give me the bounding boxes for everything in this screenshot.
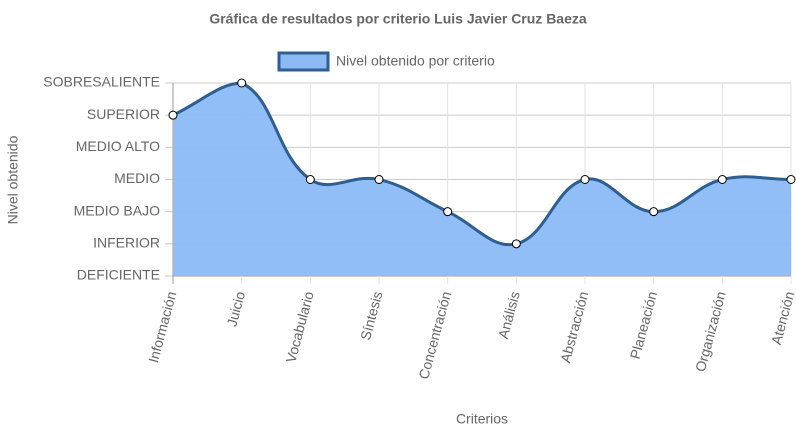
x-tick-label: Organización bbox=[692, 290, 729, 374]
point bbox=[786, 175, 796, 184]
y-tick-label: MEDIO BAJO bbox=[74, 202, 160, 218]
point bbox=[511, 239, 521, 249]
line bbox=[172, 81, 792, 247]
y-tick-label: SOBRESALIENTE bbox=[43, 74, 160, 90]
x-tick-label: Información bbox=[145, 290, 179, 365]
legend-swatch bbox=[277, 51, 330, 72]
y-axis-title: Nivel obtenido bbox=[5, 135, 21, 224]
point bbox=[305, 175, 315, 184]
legend-label: Nivel obtenido por criterio bbox=[336, 53, 495, 69]
y-tick-label: DEFICIENTE bbox=[77, 267, 160, 283]
y-tick-label: SUPERIOR bbox=[87, 106, 160, 122]
area bbox=[173, 83, 791, 276]
point bbox=[168, 110, 178, 120]
y-tick-label: MEDIO ALTO bbox=[76, 138, 160, 154]
x-tick-label: Análisis bbox=[495, 290, 523, 341]
x-tick-label: Vocabulario bbox=[282, 289, 316, 364]
point bbox=[443, 207, 453, 217]
x-axis-title: Criterios bbox=[456, 411, 508, 427]
point bbox=[580, 175, 590, 184]
point bbox=[717, 175, 727, 184]
x-tick-label: Abstracción bbox=[557, 290, 591, 365]
x-tick-label: Síntesis bbox=[357, 290, 385, 342]
chart-title: Gráfica de resultados por criterio Luis … bbox=[209, 11, 587, 27]
point bbox=[237, 78, 247, 88]
y-tick-label: INFERIOR bbox=[93, 235, 160, 251]
x-tick-label: Concentración bbox=[415, 290, 454, 381]
x-tick-label: Juicio bbox=[223, 289, 248, 328]
point bbox=[374, 175, 384, 184]
y-tick-label: MEDIO bbox=[114, 170, 160, 186]
x-tick-label: Planeación bbox=[627, 290, 660, 361]
point bbox=[649, 207, 659, 217]
x-tick-label: Atención bbox=[768, 290, 796, 347]
